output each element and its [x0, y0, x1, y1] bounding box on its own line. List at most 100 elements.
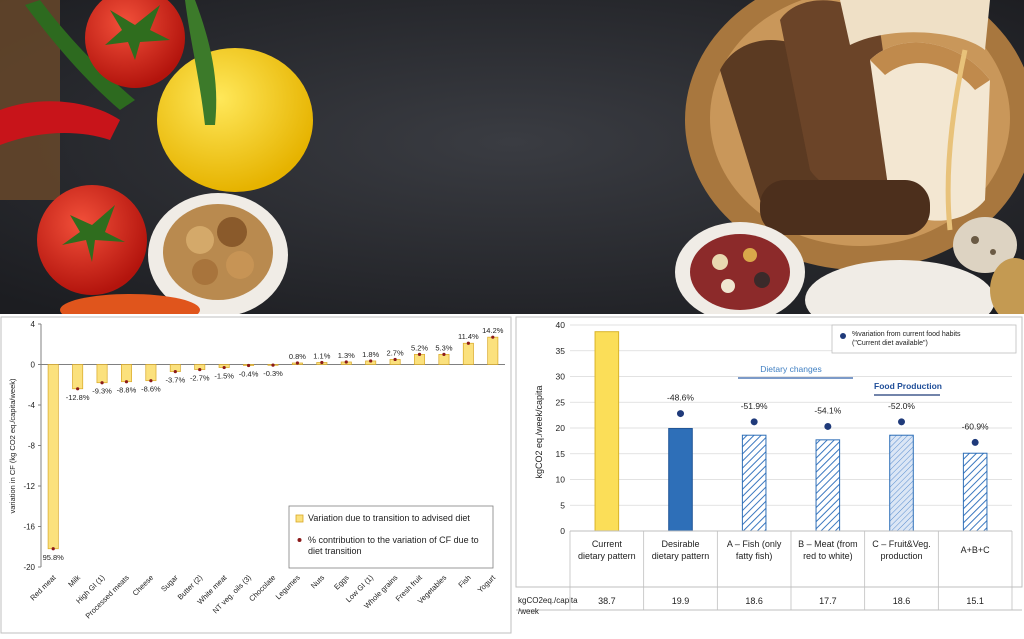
y-tick-label: 30 — [556, 372, 566, 382]
pct-label: 1.3% — [338, 351, 355, 360]
separator — [0, 314, 1024, 317]
legend-item: %variation from current food habits ("Cu… — [852, 331, 963, 347]
x-tick-label: C – Fruit&Veg. production — [872, 539, 931, 561]
pct-label: 11.4% — [458, 332, 479, 341]
legend-item-dot: % contribution to the variation of CF du… — [308, 535, 481, 556]
pct-marker — [393, 357, 397, 362]
table-value: 15.1 — [966, 596, 984, 606]
bar — [962, 452, 988, 532]
annotation-dietary-changes: Dietary changes — [760, 364, 821, 374]
y-tick-label: -8 — [28, 442, 36, 451]
table-value: 18.6 — [893, 596, 911, 606]
bar — [594, 331, 620, 532]
x-tick-label: Desirable dietary pattern — [652, 539, 710, 561]
footprint-scenarios-chart: 40 35 30 25 20 15 10 5 0 kgCO2 eq./week/capita -… — [512, 316, 1024, 634]
x-tick-label: A+B+C — [961, 545, 991, 555]
pct-marker — [491, 335, 495, 339]
pct-label: 5.2% — [411, 343, 428, 352]
table-value: 17.7 — [819, 596, 837, 606]
pct-label: -9.3% — [92, 387, 112, 396]
bar — [145, 364, 157, 382]
pct-label: -0.3% — [263, 369, 283, 378]
table-header: kgCO2eq./capita /week — [518, 596, 580, 616]
variation-point — [971, 438, 979, 446]
y-axis-label: kgCO2 eq./week/capita — [534, 385, 544, 478]
pct-marker — [271, 363, 275, 367]
bar — [741, 434, 767, 532]
pct-label: 1.8% — [362, 350, 379, 359]
y-tick-label: 0 — [560, 526, 565, 536]
pct-marker — [246, 363, 251, 368]
bar — [96, 364, 108, 384]
y-tick-label: -12 — [23, 482, 35, 491]
x-tick-label: B – Meat (from red to white) — [798, 539, 858, 561]
y-tick-label: 20 — [556, 423, 566, 433]
variation-point — [750, 418, 758, 426]
bar — [815, 439, 841, 532]
pct-marker — [51, 547, 55, 551]
pct-label: -3.7% — [166, 376, 186, 385]
bar — [487, 336, 499, 365]
legend-item-bar: Variation due to transition to advised d… — [308, 513, 470, 523]
pct-marker — [198, 367, 202, 372]
x-tick-label: Current dietary pattern — [578, 539, 636, 561]
pct-label: -8.8% — [117, 386, 137, 395]
legend: %variation from current food habits ("Cu… — [831, 324, 1017, 354]
variation-point — [898, 418, 905, 426]
pct-marker — [344, 360, 348, 364]
variation-label: -54.1% — [814, 405, 841, 415]
pct-marker — [442, 352, 446, 356]
variation-label: -48.6% — [667, 393, 694, 403]
variation-label: -60.9% — [962, 421, 989, 431]
variation-point — [677, 410, 684, 418]
table-value: 19.9 — [672, 596, 690, 606]
y-tick-label: 5 — [560, 500, 565, 510]
table-value: 18.6 — [745, 596, 763, 606]
bar — [889, 434, 914, 532]
food-photo-banner — [0, 0, 1024, 316]
pct-label: 14.2% — [482, 326, 504, 335]
cf-variation-chart: 4 0 -4 -8 -12 -16 -20 variation in CF (kg CO2 … — [0, 316, 512, 634]
bar — [462, 342, 474, 365]
pct-marker — [76, 387, 80, 391]
y-tick-label: 25 — [556, 397, 566, 407]
y-tick-label: 0 — [31, 361, 36, 370]
x-tick-label: A – Fish (only fatty fish) — [727, 539, 782, 561]
y-tick-label: -4 — [28, 401, 36, 410]
legend-swatch-dot — [840, 333, 846, 339]
pct-label: -12.8% — [66, 393, 90, 402]
y-tick-label: 4 — [31, 320, 36, 329]
legend-swatch-dot — [297, 538, 302, 542]
y-tick-label: -16 — [23, 523, 35, 532]
pct-label: -2.7% — [190, 374, 210, 383]
y-tick-label: 15 — [556, 449, 566, 459]
pct-label: 95.8% — [43, 553, 65, 562]
bar — [72, 364, 84, 390]
y-tick-label: 35 — [556, 346, 566, 356]
pct-marker — [222, 365, 226, 370]
variation-point — [824, 422, 832, 430]
variation-label: -52.0% — [888, 401, 915, 411]
pct-label: 2.7% — [387, 348, 404, 357]
egg-image — [953, 217, 1017, 273]
pct-label: 5.3% — [435, 343, 452, 352]
y-axis-label: variation in CF (kg CO2 eq./capita/week) — [8, 378, 17, 514]
pct-marker — [369, 359, 373, 363]
bar — [47, 364, 59, 550]
y-tick-label: -20 — [23, 563, 35, 572]
pct-marker — [149, 379, 153, 383]
bar — [120, 364, 132, 383]
variation-label: -51.9% — [741, 401, 768, 411]
pct-marker — [124, 380, 129, 384]
pct-label: 0.8% — [289, 352, 306, 361]
y-tick-label: 40 — [556, 320, 566, 330]
pct-label: -0.4% — [239, 370, 259, 379]
table-value: 38.7 — [598, 596, 616, 606]
legend-swatch-bar — [295, 514, 304, 523]
annotation-food-production: Food Production — [874, 381, 942, 391]
lemon-image — [157, 48, 313, 192]
pct-label: -8.6% — [141, 385, 161, 394]
pct-marker — [173, 369, 177, 374]
pct-marker — [417, 352, 422, 356]
legend: Variation due to transition to advised d… — [288, 505, 494, 569]
